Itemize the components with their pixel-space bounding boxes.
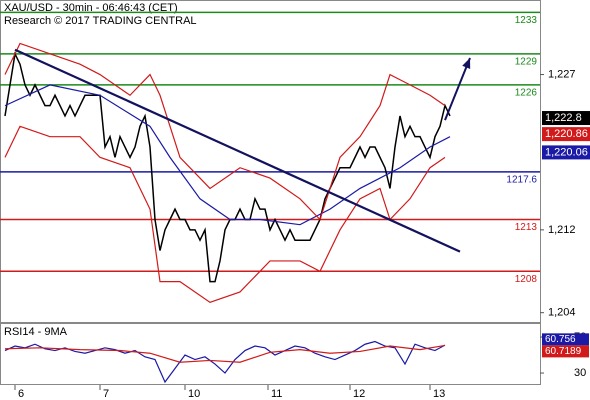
y-tick-label: 1,227: [548, 68, 576, 80]
chart-subtitle: Research © 2017 TRADING CENTRAL: [4, 15, 197, 27]
arrow: [444, 57, 471, 121]
price-line: [4, 84, 451, 226]
rsi-box: [542, 345, 589, 358]
rsi-title: RSI14 - 9MA: [4, 326, 68, 338]
price-line: [4, 125, 446, 303]
y-tick-label: 1,204: [548, 307, 576, 319]
price-box: [542, 127, 590, 142]
x-tick-label: 11: [271, 388, 282, 400]
x-tick-label: 12: [353, 388, 365, 400]
price-box: [542, 111, 590, 126]
price-panel: [0, 0, 541, 323]
x-tick-label: 7: [103, 388, 109, 400]
chart-title: XAU/USD - 30min - 06:46:43 (CET): [4, 2, 178, 14]
level-label: 1213: [515, 222, 538, 233]
price-line: [4, 51, 451, 283]
rsi-tick-label: 30: [574, 367, 586, 379]
x-tick-label: 10: [188, 388, 200, 400]
level-label: 1226: [515, 88, 538, 99]
rsi-line: [4, 340, 446, 384]
level-label: 1233: [515, 15, 538, 26]
level-label: 1208: [515, 274, 538, 285]
price-line: [4, 42, 446, 221]
arrow-head: [462, 57, 471, 69]
price-box: [542, 145, 590, 160]
price-box-label: 1,222.8: [545, 112, 582, 124]
x-tick-label: 6: [18, 388, 24, 400]
price-box-label: 1,220.06: [545, 146, 588, 158]
level-label: 1229: [515, 56, 538, 67]
x-tick-label: 13: [433, 388, 445, 400]
price-box-label: 1,220.86: [545, 128, 588, 140]
rsi-box: [542, 333, 589, 346]
level-label: 1217.6: [506, 175, 537, 186]
rsi-box-label: 60.756: [545, 334, 576, 345]
rsi-box-label: 60.7189: [545, 346, 582, 357]
rsi-line: [4, 344, 446, 363]
y-tick-label: 1,212: [548, 224, 576, 236]
trendline: [14, 48, 461, 253]
rsi-panel: [0, 323, 541, 385]
